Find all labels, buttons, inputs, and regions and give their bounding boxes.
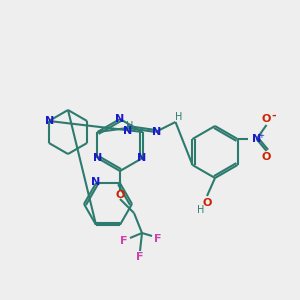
Text: O: O (262, 152, 271, 162)
Text: N: N (137, 153, 146, 163)
Text: N: N (252, 134, 261, 144)
Text: N: N (116, 114, 124, 124)
Text: N: N (45, 116, 55, 126)
Text: O: O (202, 198, 212, 208)
Text: N: N (123, 126, 132, 136)
Text: N: N (152, 127, 161, 137)
Text: O: O (115, 190, 125, 200)
Text: F: F (136, 252, 144, 262)
Text: -: - (271, 111, 276, 121)
Text: N: N (92, 177, 100, 187)
Text: F: F (120, 236, 128, 246)
Text: H: H (126, 121, 133, 131)
Text: H: H (175, 112, 182, 122)
Text: H: H (197, 205, 205, 215)
Text: F: F (154, 234, 162, 244)
Text: O: O (262, 114, 271, 124)
Text: +: + (259, 133, 265, 139)
Text: N: N (93, 153, 102, 163)
